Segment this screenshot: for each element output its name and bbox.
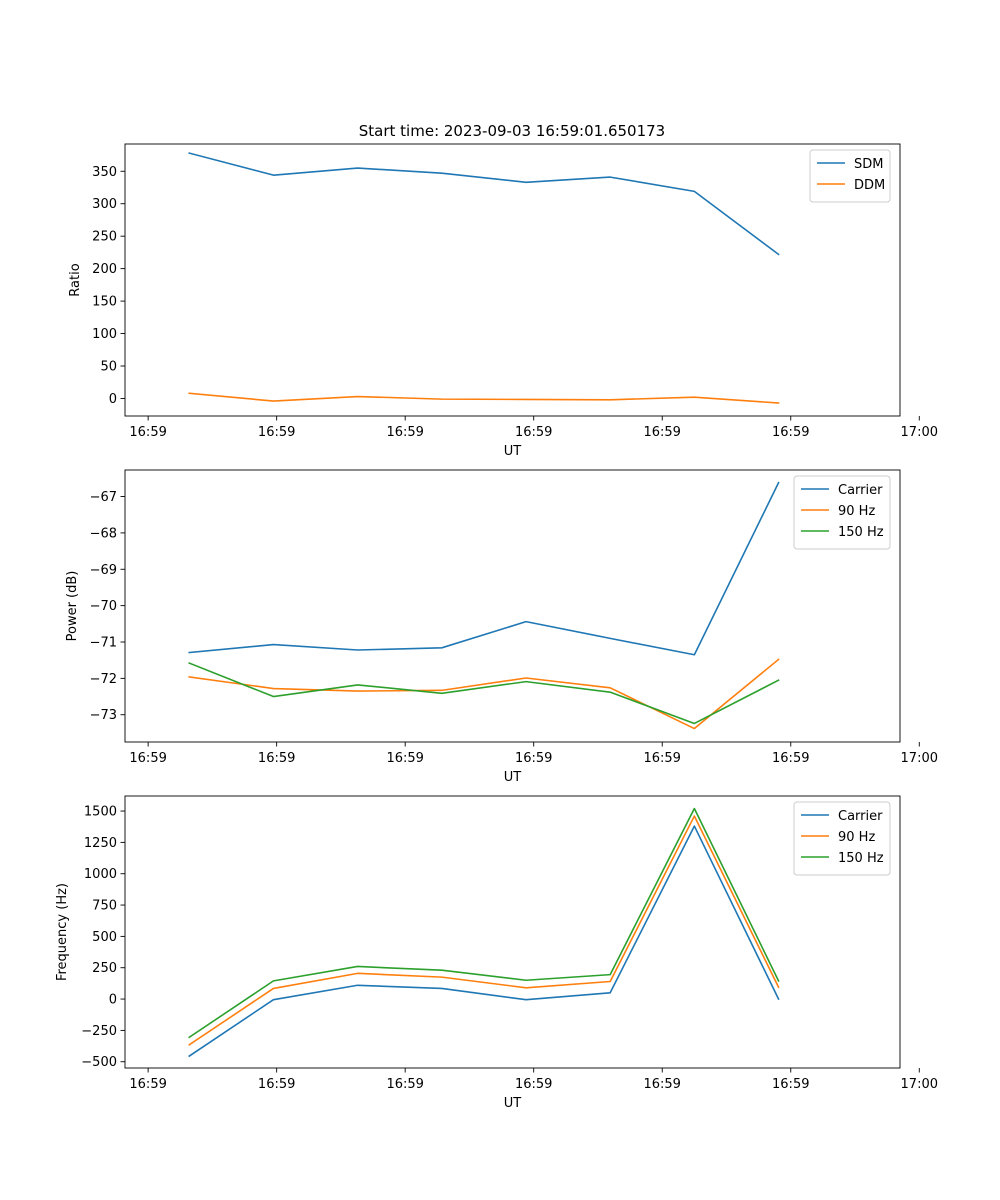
frequency-series-150-hz-line bbox=[188, 807, 780, 1039]
power-y-axis-label: Power (dB) bbox=[65, 571, 80, 642]
power-xtick-label: 16:59 bbox=[515, 751, 552, 766]
ratio-ytick-label: 100 bbox=[92, 327, 117, 342]
ratio-x-axis-label: UT bbox=[504, 444, 522, 459]
ratio-series-ddm-line bbox=[188, 392, 780, 404]
figure-title: Start time: 2023-09-03 16:59:01.650173 bbox=[359, 122, 665, 140]
power-x-axis-label: UT bbox=[504, 770, 522, 785]
power-series-90-hz-line bbox=[188, 658, 780, 730]
frequency-xtick-label: 16:59 bbox=[643, 1077, 680, 1092]
power-series-carrier-line bbox=[188, 481, 780, 656]
frequency-legend-label: 90 Hz bbox=[838, 830, 875, 845]
ratio-xtick-label: 16:59 bbox=[258, 425, 295, 440]
frequency-legend-label: 150 Hz bbox=[838, 851, 884, 866]
ratio-legend-label: SDM bbox=[854, 157, 883, 172]
ratio-ytick-label: 50 bbox=[100, 360, 117, 375]
frequency-xtick-label: 17:00 bbox=[901, 1077, 938, 1092]
ratio-ytick-label: 0 bbox=[109, 392, 117, 407]
frequency-ytick-label: 1250 bbox=[84, 836, 117, 851]
frequency-ytick-label: −500 bbox=[81, 1055, 117, 1070]
frequency-series-carrier-line bbox=[188, 825, 780, 1058]
power-ytick-label: −67 bbox=[90, 490, 117, 505]
frequency-ytick-label: 1500 bbox=[84, 805, 117, 820]
power-xtick-label: 16:59 bbox=[386, 751, 423, 766]
ratio-xtick-label: 16:59 bbox=[386, 425, 423, 440]
frequency-xtick-label: 16:59 bbox=[772, 1077, 809, 1092]
frequency-ytick-label: −250 bbox=[81, 1024, 117, 1039]
ratio-xtick-label: 16:59 bbox=[515, 425, 552, 440]
frequency-ytick-label: 500 bbox=[92, 930, 117, 945]
power-ytick-label: −69 bbox=[90, 563, 117, 578]
power-series-150-hz-line bbox=[188, 662, 780, 725]
power-axes: 16:59 16:59 16:59 16:59 16:59 16:59 17:00 −73 −7… bbox=[65, 469, 938, 785]
power-ytick-label: −70 bbox=[90, 599, 117, 614]
power-legend-label: Carrier bbox=[838, 483, 883, 498]
frequency-xtick-label: 16:59 bbox=[258, 1077, 295, 1092]
ratio-ytick-label: 300 bbox=[92, 197, 117, 212]
power-ytick-label: −73 bbox=[90, 708, 117, 723]
power-xtick-label: 16:59 bbox=[258, 751, 295, 766]
ratio-ytick-label: 350 bbox=[92, 165, 117, 180]
ratio-legend: SDM DDM bbox=[809, 149, 891, 203]
ratio-xtick-label: 16:59 bbox=[643, 425, 680, 440]
power-legend-label: 150 Hz bbox=[838, 525, 884, 540]
frequency-xtick-label: 16:59 bbox=[129, 1077, 166, 1092]
frequency-axes: 16:59 16:59 16:59 16:59 16:59 16:59 17:00 −500 −… bbox=[55, 795, 938, 1111]
ratio-ytick-label: 250 bbox=[92, 230, 117, 245]
ratio-axes-frame bbox=[124, 143, 901, 417]
frequency-xtick-label: 16:59 bbox=[515, 1077, 552, 1092]
ratio-xtick-label: 17:00 bbox=[901, 425, 938, 440]
power-xtick-label: 16:59 bbox=[772, 751, 809, 766]
power-xtick-label: 16:59 bbox=[129, 751, 166, 766]
ratio-axes: 16:59 16:59 16:59 16:59 16:59 16:59 17:00 0 50 10… bbox=[68, 143, 938, 459]
frequency-axes-frame bbox=[124, 795, 901, 1069]
power-ytick-label: −68 bbox=[90, 526, 117, 541]
power-ytick-label: −71 bbox=[90, 636, 117, 651]
frequency-xtick-label: 16:59 bbox=[386, 1077, 423, 1092]
frequency-series-90-hz-line bbox=[188, 815, 780, 1046]
ratio-ytick-label: 200 bbox=[92, 262, 117, 277]
frequency-legend-label: Carrier bbox=[838, 809, 883, 824]
ratio-xtick-label: 16:59 bbox=[772, 425, 809, 440]
frequency-y-axis-label: Frequency (Hz) bbox=[55, 883, 70, 981]
ratio-legend-label: DDM bbox=[854, 178, 885, 193]
ratio-ytick-label: 150 bbox=[92, 295, 117, 310]
ratio-xtick-label: 16:59 bbox=[129, 425, 166, 440]
power-xtick-label: 17:00 bbox=[901, 751, 938, 766]
frequency-legend: Carrier 90 Hz 150 Hz bbox=[793, 801, 891, 876]
frequency-ytick-label: 0 bbox=[109, 993, 117, 1008]
frequency-ytick-label: 750 bbox=[92, 899, 117, 914]
ratio-series-sdm-line bbox=[188, 152, 780, 256]
frequency-x-axis-label: UT bbox=[504, 1096, 522, 1111]
power-legend-label: 90 Hz bbox=[838, 504, 875, 519]
power-xtick-label: 16:59 bbox=[643, 751, 680, 766]
power-ytick-label: −72 bbox=[90, 672, 117, 687]
power-legend: Carrier 90 Hz 150 Hz bbox=[793, 475, 891, 550]
ratio-y-axis-label: Ratio bbox=[68, 263, 83, 296]
frequency-ytick-label: 1000 bbox=[84, 867, 117, 882]
frequency-ytick-label: 250 bbox=[92, 961, 117, 976]
